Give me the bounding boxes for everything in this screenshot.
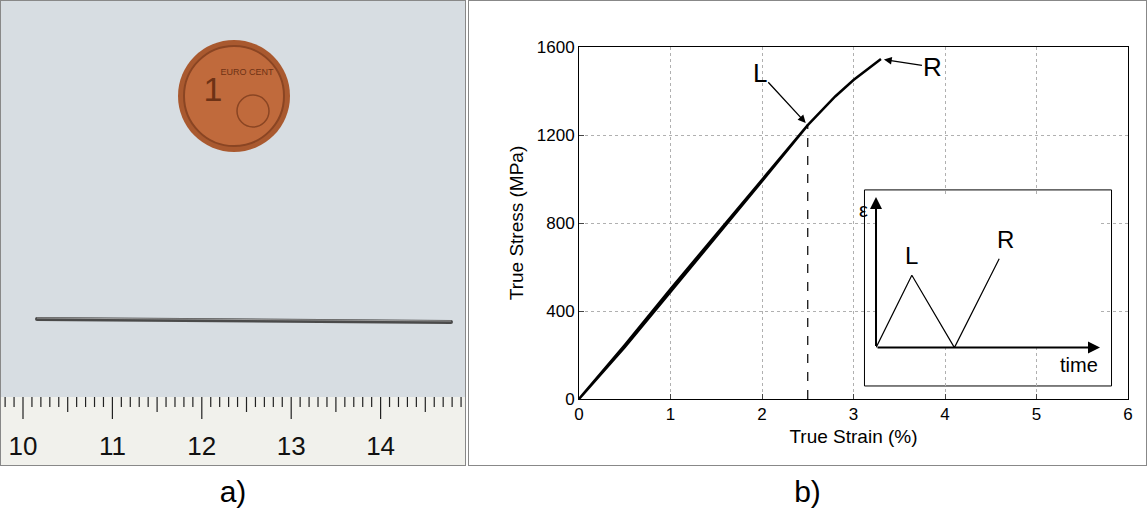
svg-text:5: 5	[1032, 405, 1041, 424]
svg-text:True Stress (MPa): True Stress (MPa)	[506, 146, 527, 301]
svg-text:R: R	[923, 52, 942, 82]
svg-text:L: L	[753, 58, 767, 88]
html-text:a): a)	[219, 475, 247, 508]
svg-text:R: R	[997, 226, 1014, 253]
svg-text:10: 10	[9, 431, 38, 461]
svg-text:6: 6	[1123, 405, 1132, 424]
svg-text:1: 1	[203, 70, 223, 108]
svg-text:EURO CENT: EURO CENT	[220, 67, 274, 77]
svg-text:400: 400	[546, 302, 574, 321]
svg-text:14: 14	[366, 431, 395, 461]
html-text:b): b)	[794, 475, 821, 508]
svg-text:4: 4	[940, 405, 949, 424]
svg-text:time: time	[1060, 354, 1098, 376]
svg-text:2: 2	[757, 405, 766, 424]
svg-text:1: 1	[666, 405, 675, 424]
svg-text:1600: 1600	[537, 38, 575, 57]
svg-text:800: 800	[546, 214, 574, 233]
svg-text:12: 12	[187, 431, 216, 461]
svg-text:11: 11	[99, 431, 126, 461]
svg-text:3: 3	[849, 405, 858, 424]
svg-text:13: 13	[277, 431, 306, 461]
svg-text:1200: 1200	[537, 126, 575, 145]
svg-text:L: L	[905, 242, 918, 269]
svg-text:ε: ε	[859, 199, 868, 221]
svg-text:0: 0	[574, 405, 583, 424]
svg-text:True Strain (%): True Strain (%)	[789, 426, 917, 447]
svg-text:0: 0	[565, 390, 574, 409]
